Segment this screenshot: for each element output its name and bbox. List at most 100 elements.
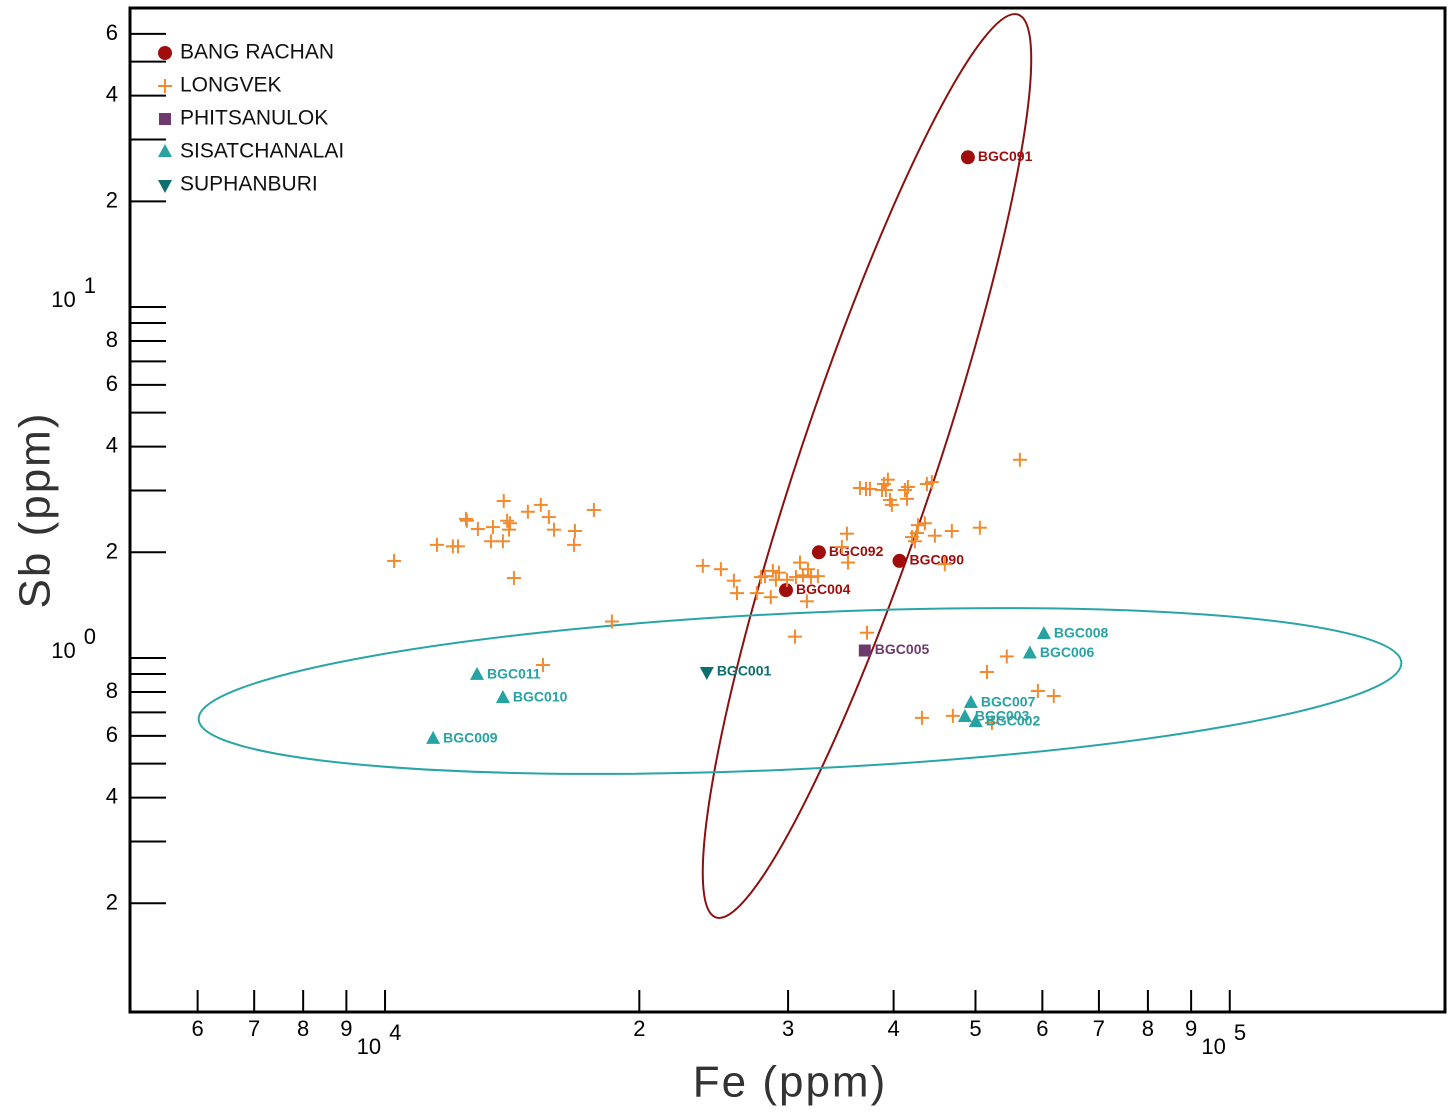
tick-label: 5 [969,1016,981,1041]
point [501,522,516,537]
point-label: BGC004 [796,581,851,597]
point [979,664,994,679]
tick-label-text: 4 [106,432,118,457]
point [429,537,444,552]
point [878,482,893,497]
point-label: BGC003 [975,708,1030,724]
point [695,558,710,573]
point [567,523,582,538]
point [1036,626,1051,640]
tick-label-text: 6 [1036,1016,1048,1041]
point [726,573,741,588]
tick-label: 6 [1036,1016,1048,1041]
tick-label-text: 2 [106,538,118,563]
tick-label: 2 [106,187,118,212]
tick-label: 6 [106,371,118,396]
point [387,553,402,568]
tick-label-text: 6 [106,722,118,747]
tick-label-text: 2 [106,889,118,914]
point [778,583,793,598]
point [1022,645,1037,659]
point [484,534,499,549]
point [917,516,932,531]
tick-label-text: 4 [106,783,118,808]
marker-triangle [968,713,983,727]
tick-exponent: 5 [1234,1020,1246,1045]
marker-triangle [426,730,441,744]
tick-label: 2 [106,538,118,563]
marker-triangle [470,666,485,680]
point [787,629,802,644]
point [884,497,899,512]
point [470,666,485,680]
point-label: BGC010 [513,689,568,705]
point [533,497,548,512]
point [899,491,914,506]
tick-exponent: 1 [84,273,96,298]
tick-label-text: 4 [887,1016,899,1041]
legend-marker [158,79,172,93]
point-label: BGC091 [978,148,1033,164]
marker-triangle [963,695,978,709]
marker-square [159,113,171,125]
tick-label: 4 [106,432,118,457]
x-axis-title: Fe (ppm) [693,1058,887,1107]
point [900,479,915,494]
point-label: BGC011 [487,666,541,682]
point-label: BGC005 [875,641,930,657]
point [957,708,972,722]
point [810,569,825,584]
point [811,545,826,560]
point [788,570,803,585]
point [699,666,714,680]
marker-circle [811,545,826,560]
point [749,586,764,601]
legend-label: SISATCHANALAI [180,140,344,163]
point [834,540,849,555]
point [972,520,987,535]
legend-marker [159,113,171,125]
point [927,528,942,543]
tick-label: 10 5 [1201,1020,1246,1059]
legend-label: BANG RACHAN [180,41,334,64]
point [496,494,511,509]
point [604,614,619,629]
tick-label: 3 [782,1016,794,1041]
tick-exponent: 0 [84,624,96,649]
point [945,708,960,723]
tick-label: 6 [106,722,118,747]
tick-label: 9 [1185,1016,1197,1041]
point [880,472,895,487]
point [907,534,922,549]
point-label: BGC092 [829,543,884,559]
tick-label-text: 10 [51,638,75,663]
point [897,482,912,497]
tick-label-text: 7 [1093,1016,1105,1041]
point [426,730,441,744]
legend-label: LONGVEK [180,74,282,97]
tick-label-text: 10 [1201,1034,1225,1059]
point-label: BGC001 [717,663,772,679]
point [937,557,952,572]
point [500,513,515,528]
tick-label: 8 [106,327,118,352]
point [1030,684,1045,699]
point [535,657,550,672]
point-label: BGC009 [443,730,498,746]
point [1046,689,1061,704]
point [729,586,744,601]
marker-triangle-down [699,666,714,680]
marker-circle [892,553,907,568]
marker-square [858,644,871,657]
legend-marker [158,180,172,193]
point [495,534,510,549]
point [858,644,871,657]
point [852,480,867,495]
point [459,513,474,528]
point-label: BGC007 [981,694,1036,710]
tick-label-text: 8 [106,678,118,703]
point [839,526,854,541]
point [541,510,556,525]
